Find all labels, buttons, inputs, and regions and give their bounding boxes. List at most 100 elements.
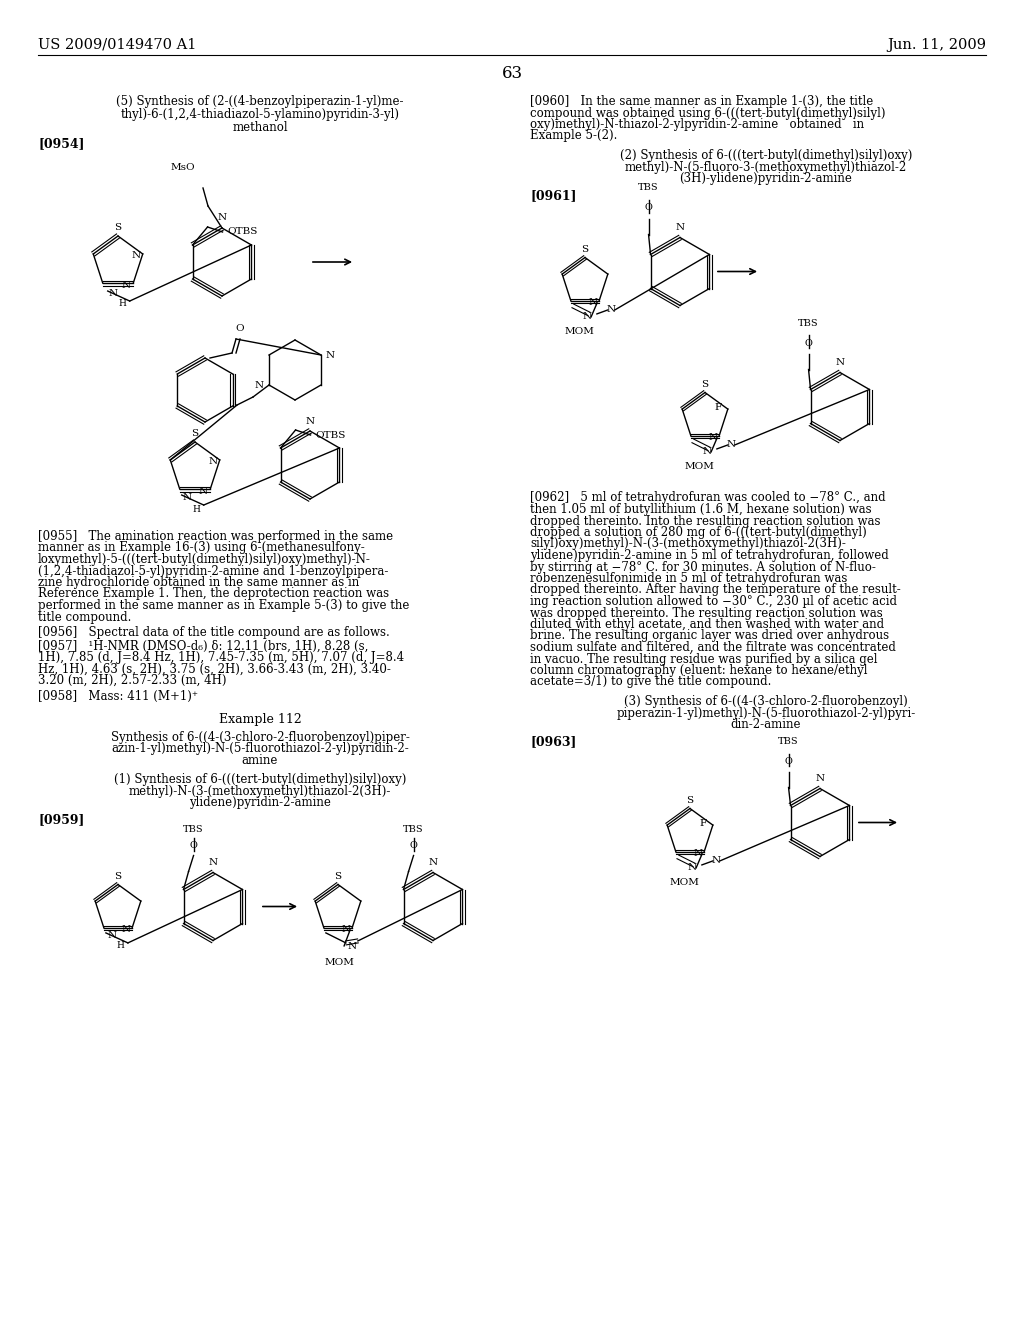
Text: loxymethyl)-5-(((tert-butyl(dimethyl)silyl)oxy)methyl)-N-: loxymethyl)-5-(((tert-butyl(dimethyl)sil… bbox=[38, 553, 371, 566]
Text: TBS: TBS bbox=[778, 738, 799, 747]
Text: O: O bbox=[805, 338, 812, 347]
Text: Example 112: Example 112 bbox=[219, 713, 301, 726]
Text: (5) Synthesis of (2-((4-benzoylpiperazin-1-yl)me-: (5) Synthesis of (2-((4-benzoylpiperazin… bbox=[117, 95, 403, 108]
Text: [0959]: [0959] bbox=[38, 813, 84, 826]
Text: N: N bbox=[589, 298, 598, 308]
Text: N: N bbox=[428, 858, 437, 867]
Text: (3H)-ylidene)pyridin-2-amine: (3H)-ylidene)pyridin-2-amine bbox=[680, 172, 852, 185]
Text: [0962]   5 ml of tetrahydrofuran was cooled to −78° C., and: [0962] 5 ml of tetrahydrofuran was coole… bbox=[530, 491, 886, 504]
Text: N: N bbox=[702, 447, 712, 457]
Text: N: N bbox=[727, 441, 736, 449]
Text: brine. The resulting organic layer was dried over anhydrous: brine. The resulting organic layer was d… bbox=[530, 630, 889, 643]
Text: S: S bbox=[115, 873, 122, 880]
Text: N: N bbox=[687, 863, 696, 873]
Text: ylidene)pyridin-2-amine in 5 ml of tetrahydrofuran, followed: ylidene)pyridin-2-amine in 5 ml of tetra… bbox=[530, 549, 889, 562]
Text: H: H bbox=[116, 941, 124, 950]
Text: sodium sulfate and filtered, and the filtrate was concentrated: sodium sulfate and filtered, and the fil… bbox=[530, 642, 896, 653]
Text: (3) Synthesis of 6-((4-(3-chloro-2-fluorobenzoyl): (3) Synthesis of 6-((4-(3-chloro-2-fluor… bbox=[624, 696, 908, 708]
Text: N: N bbox=[255, 380, 264, 389]
Text: MOM: MOM bbox=[684, 462, 714, 471]
Text: S: S bbox=[191, 429, 199, 438]
Text: 1H), 7.85 (d, J=8.4 Hz, 1H), 7.45-7.35 (m, 5H), 7.07 (d, J=8.4: 1H), 7.85 (d, J=8.4 Hz, 1H), 7.45-7.35 (… bbox=[38, 651, 404, 664]
Text: O: O bbox=[189, 842, 198, 850]
Text: O: O bbox=[236, 323, 245, 333]
Text: by stirring at −78° C. for 30 minutes. A solution of N-fluo-: by stirring at −78° C. for 30 minutes. A… bbox=[530, 561, 876, 573]
Text: [0956]   Spectral data of the title compound are as follows.: [0956] Spectral data of the title compou… bbox=[38, 626, 390, 639]
Text: OTBS: OTBS bbox=[315, 430, 346, 440]
Text: Example 5-(2).: Example 5-(2). bbox=[530, 129, 617, 143]
Text: Reference Example 1. Then, the deprotection reaction was: Reference Example 1. Then, the deprotect… bbox=[38, 587, 389, 601]
Text: title compound.: title compound. bbox=[38, 610, 131, 623]
Text: O: O bbox=[784, 756, 793, 766]
Text: TBS: TBS bbox=[183, 825, 204, 833]
Text: N: N bbox=[208, 458, 217, 466]
Text: F: F bbox=[715, 403, 722, 412]
Text: silyl)oxy)methyl)-N-(3-(methoxymethyl)thiazol-2(3H)-: silyl)oxy)methyl)-N-(3-(methoxymethyl)th… bbox=[530, 537, 846, 550]
Text: N: N bbox=[342, 925, 350, 935]
Text: in vacuo. The resulting residue was purified by a silica gel: in vacuo. The resulting residue was puri… bbox=[530, 652, 878, 665]
Text: S: S bbox=[701, 380, 709, 389]
Text: N: N bbox=[199, 487, 208, 495]
Text: compound was obtained using 6-(((tert-butyl(dimethyl)silyl): compound was obtained using 6-(((tert-bu… bbox=[530, 107, 886, 120]
Text: was dropped thereinto. The resulting reaction solution was: was dropped thereinto. The resulting rea… bbox=[530, 606, 883, 619]
Text: ylidene)pyridin-2-amine: ylidene)pyridin-2-amine bbox=[189, 796, 331, 809]
Text: F: F bbox=[699, 818, 707, 828]
Text: N: N bbox=[209, 858, 217, 867]
Text: (1) Synthesis of 6-(((tert-butyl(dimethyl)silyl)oxy): (1) Synthesis of 6-(((tert-butyl(dimethy… bbox=[114, 774, 407, 785]
Text: N: N bbox=[131, 252, 140, 260]
Text: diluted with ethyl acetate, and then washed with water and: diluted with ethyl acetate, and then was… bbox=[530, 618, 884, 631]
Text: N: N bbox=[326, 351, 335, 359]
Text: azin-1-yl)methyl)-N-(5-fluorothiazol-2-yl)pyridin-2-: azin-1-yl)methyl)-N-(5-fluorothiazol-2-y… bbox=[112, 742, 409, 755]
Text: dropped thereinto. After having the temperature of the result-: dropped thereinto. After having the temp… bbox=[530, 583, 901, 597]
Text: din-2-amine: din-2-amine bbox=[731, 718, 801, 731]
Text: O: O bbox=[410, 842, 418, 850]
Text: N: N bbox=[712, 857, 721, 866]
Text: Hz, 1H), 4.63 (s, 2H), 3.75 (s, 2H), 3.66-3.43 (m, 2H), 3.40-: Hz, 1H), 4.63 (s, 2H), 3.75 (s, 2H), 3.6… bbox=[38, 663, 391, 676]
Text: methyl)-N-(3-(methoxymethyl)thiazol-2(3H)-: methyl)-N-(3-(methoxymethyl)thiazol-2(3H… bbox=[129, 784, 391, 797]
Text: (2) Synthesis of 6-(((tert-butyl(dimethyl)silyl)oxy): (2) Synthesis of 6-(((tert-butyl(dimethy… bbox=[620, 149, 912, 162]
Text: dropped a solution of 280 mg of 6-(((tert-butyl(dimethyl): dropped a solution of 280 mg of 6-(((ter… bbox=[530, 525, 866, 539]
Text: N: N bbox=[217, 214, 226, 223]
Text: H: H bbox=[118, 300, 126, 309]
Text: Synthesis of 6-((4-(3-chloro-2-fluorobenzoyl)piper-: Synthesis of 6-((4-(3-chloro-2-fluoroben… bbox=[111, 730, 410, 743]
Text: N: N bbox=[122, 281, 131, 289]
Text: S: S bbox=[115, 223, 122, 232]
Text: N: N bbox=[122, 925, 131, 935]
Text: 63: 63 bbox=[502, 65, 522, 82]
Text: N: N bbox=[676, 223, 685, 232]
Text: [0960]   In the same manner as in Example 1-(3), the title: [0960] In the same manner as in Example … bbox=[530, 95, 873, 108]
Text: methyl)-N-(5-fluoro-3-(methoxymethyl)thiazol-2: methyl)-N-(5-fluoro-3-(methoxymethyl)thi… bbox=[625, 161, 907, 173]
Text: then 1.05 ml of butyllithium (1.6 M, hexane solution) was: then 1.05 ml of butyllithium (1.6 M, hex… bbox=[530, 503, 871, 516]
Text: MsO: MsO bbox=[170, 162, 195, 172]
Text: MOM: MOM bbox=[564, 327, 594, 335]
Text: N: N bbox=[836, 358, 845, 367]
Text: N: N bbox=[709, 433, 718, 442]
Text: (1,2,4-thiadiazol-5-yl)pyridin-2-amine and 1-benzoylpipera-: (1,2,4-thiadiazol-5-yl)pyridin-2-amine a… bbox=[38, 565, 388, 578]
Text: [0961]: [0961] bbox=[530, 190, 577, 202]
Text: oxy)methyl)-N-thiazol-2-ylpyridin-2-amine   obtained   in: oxy)methyl)-N-thiazol-2-ylpyridin-2-amin… bbox=[530, 117, 864, 131]
Text: OTBS: OTBS bbox=[227, 227, 258, 236]
Text: US 2009/0149470 A1: US 2009/0149470 A1 bbox=[38, 38, 197, 51]
Text: amine: amine bbox=[242, 754, 279, 767]
Text: 3.20 (m, 2H), 2.57-2.33 (m, 4H): 3.20 (m, 2H), 2.57-2.33 (m, 4H) bbox=[38, 675, 226, 686]
Text: O: O bbox=[645, 203, 652, 213]
Text: Jun. 11, 2009: Jun. 11, 2009 bbox=[887, 38, 986, 51]
Text: S: S bbox=[686, 796, 693, 805]
Text: N: N bbox=[583, 313, 592, 321]
Text: ing reaction solution allowed to −30° C., 230 µl of acetic acid: ing reaction solution allowed to −30° C.… bbox=[530, 595, 897, 609]
Text: [0963]: [0963] bbox=[530, 735, 577, 748]
Text: dropped thereinto. Into the resulting reaction solution was: dropped thereinto. Into the resulting re… bbox=[530, 515, 881, 528]
Text: [0955]   The amination reaction was performed in the same: [0955] The amination reaction was perfor… bbox=[38, 531, 393, 543]
Text: manner as in Example 16-(3) using 6-(methanesulfony-: manner as in Example 16-(3) using 6-(met… bbox=[38, 541, 365, 554]
Text: TBS: TBS bbox=[403, 825, 424, 833]
Text: methanol: methanol bbox=[232, 121, 288, 135]
Text: N: N bbox=[348, 942, 357, 952]
Text: column chromatography (eluent: hexane to hexane/ethyl: column chromatography (eluent: hexane to… bbox=[530, 664, 867, 677]
Text: MOM: MOM bbox=[669, 878, 699, 887]
Text: thyl)-6-(1,2,4-thiadiazol-5-ylamino)pyridin-3-yl): thyl)-6-(1,2,4-thiadiazol-5-ylamino)pyri… bbox=[121, 108, 399, 121]
Text: robenzenesulfonimide in 5 ml of tetrahydrofuran was: robenzenesulfonimide in 5 ml of tetrahyd… bbox=[530, 572, 848, 585]
Text: N: N bbox=[182, 494, 191, 503]
Text: S: S bbox=[335, 873, 342, 880]
Text: N: N bbox=[305, 417, 314, 425]
Text: zine hydrochloride obtained in the same manner as in: zine hydrochloride obtained in the same … bbox=[38, 576, 359, 589]
